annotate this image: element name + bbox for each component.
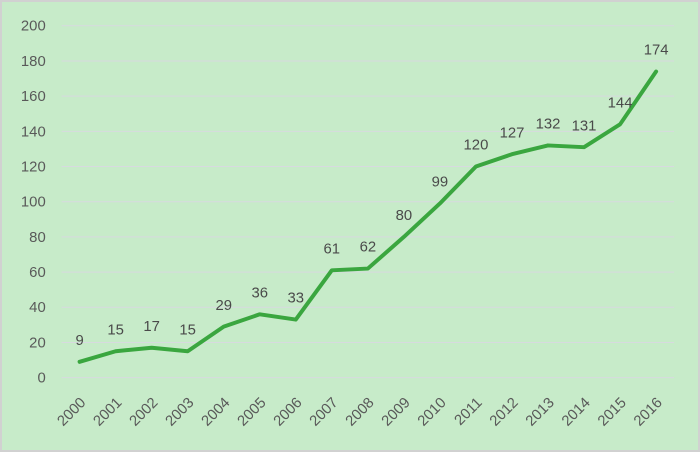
y-axis-tick-label: 140 [21,124,46,140]
data-label: 131 [572,118,597,134]
x-axis-tick-label: 2004 [199,395,234,430]
data-label: 36 [251,285,268,301]
x-axis-tick-label: 2003 [163,395,198,430]
data-label: 120 [464,138,489,154]
data-label: 29 [215,298,232,314]
y-axis-tick-label: 180 [21,54,46,70]
x-axis-tick-label: 2006 [271,395,306,430]
y-axis-tick-label: 160 [21,89,46,105]
x-axis-tick-label: 2008 [343,395,378,430]
x-axis-tick-label: 2009 [379,395,414,430]
data-label: 174 [644,43,669,59]
x-axis-tick-label: 2010 [415,395,450,430]
x-axis-tick-label: 2002 [127,395,162,430]
series-line [77,69,659,364]
y-axis-tick-label: 20 [29,335,46,351]
x-axis-tick-label: 2007 [307,395,342,430]
data-label: 61 [324,241,341,257]
x-axis-tick-label: 2000 [55,395,90,430]
y-axis-tick-label: 120 [21,159,46,175]
y-axis-tick-label: 80 [29,230,46,246]
y-axis-tick-label: 200 [21,19,46,35]
x-axis-tick-label: 2011 [452,395,486,429]
data-label: 17 [143,319,160,335]
data-label: 62 [360,240,377,256]
x-axis-tick-label: 2013 [523,395,558,430]
data-label: 144 [608,95,633,111]
data-label: 15 [179,322,196,338]
x-axis-tick-label: 2014 [559,395,594,430]
x-axis-tick-label: 2001 [91,395,126,430]
data-label: 33 [288,291,305,307]
y-axis-tick-label: 0 [37,371,45,387]
x-axis-tick-label: 2015 [595,395,630,430]
data-label: 99 [432,175,449,191]
data-label: 132 [536,117,561,133]
data-label: 15 [107,322,124,338]
data-label: 127 [500,125,525,141]
x-axis-tick-label: 2016 [631,395,666,430]
data-label: 80 [396,208,413,224]
y-axis-tick-label: 40 [29,300,46,316]
y-axis-tick-label: 60 [29,265,46,281]
data-label: 9 [75,333,83,349]
x-axis-tick-label: 2005 [235,395,270,430]
y-axis-tick-label: 100 [21,195,46,211]
x-axis-tick-label: 2012 [487,395,522,430]
